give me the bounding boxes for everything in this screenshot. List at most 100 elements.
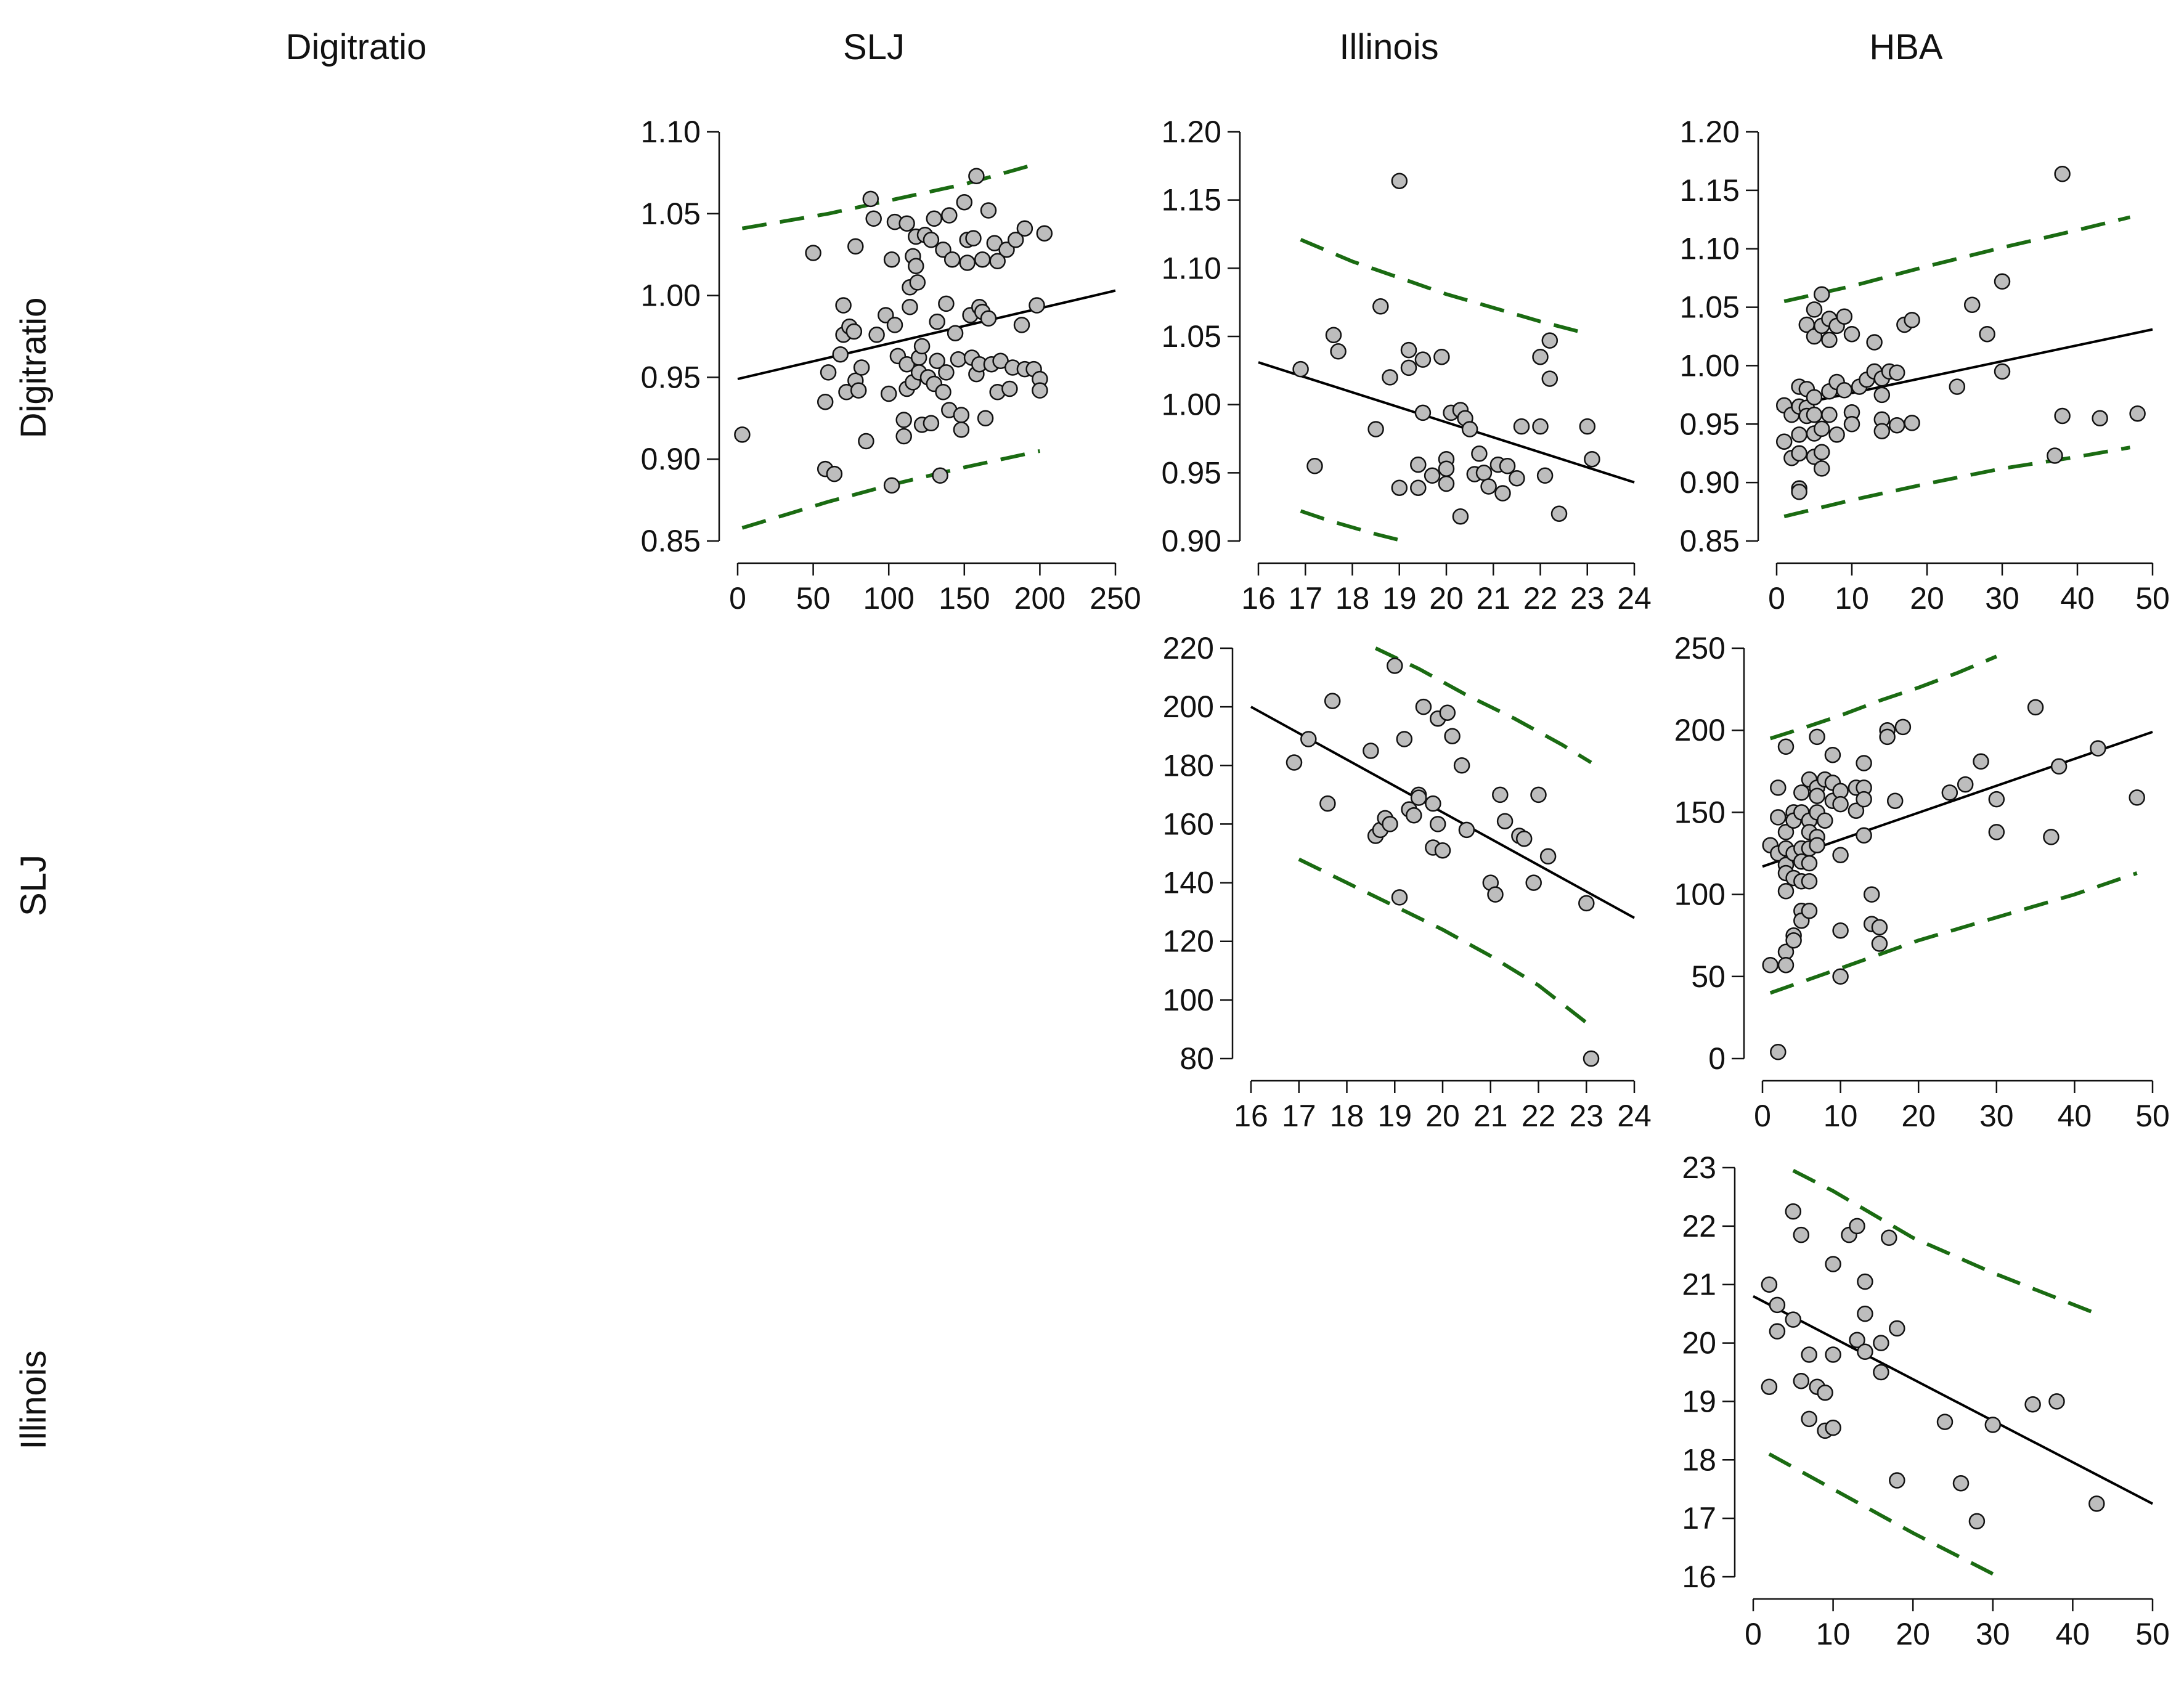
data-point bbox=[1994, 363, 2011, 380]
data-point bbox=[886, 317, 903, 333]
prediction-interval-lower bbox=[1300, 509, 1409, 545]
data-point bbox=[1857, 1273, 1873, 1290]
data-point bbox=[941, 207, 958, 224]
data-point bbox=[1487, 886, 1504, 903]
data-point bbox=[1843, 416, 1860, 433]
data-point bbox=[2048, 1393, 2065, 1410]
y-tick-label: 180 bbox=[1163, 748, 1214, 783]
data-point bbox=[1957, 776, 1974, 793]
y-tick-label: 120 bbox=[1163, 924, 1214, 959]
data-point bbox=[1761, 1378, 1778, 1395]
data-point bbox=[2090, 740, 2106, 757]
y-tick-label: 18 bbox=[1682, 1442, 1716, 1477]
data-point bbox=[1821, 406, 1838, 423]
data-point bbox=[1306, 458, 1323, 474]
data-point bbox=[1825, 1256, 1841, 1272]
data-point bbox=[1949, 378, 1966, 395]
data-point bbox=[853, 359, 870, 376]
x-tick-label: 23 bbox=[1569, 1099, 1603, 1133]
x-tick-label: 23 bbox=[1570, 581, 1605, 616]
data-point bbox=[1889, 1320, 1905, 1337]
data-point bbox=[2054, 407, 2071, 425]
data-point bbox=[1438, 460, 1455, 477]
data-point bbox=[932, 467, 948, 484]
data-point bbox=[845, 323, 863, 340]
data-point bbox=[1832, 922, 1849, 939]
y-tick-label: 0.95 bbox=[641, 360, 701, 394]
data-point bbox=[1319, 795, 1336, 812]
data-point bbox=[1292, 360, 1309, 378]
x-tick-label: 20 bbox=[1429, 581, 1464, 616]
data-point bbox=[1530, 786, 1547, 803]
data-point bbox=[1363, 742, 1379, 759]
x-tick-label: 16 bbox=[1234, 1099, 1268, 1133]
data-point bbox=[1777, 824, 1795, 840]
data-point bbox=[1984, 1417, 2002, 1433]
data-point bbox=[1849, 1332, 1865, 1349]
panel-digitratio-vs-slj: 0.85 0.90 0.95 1.00 1.05 1.10 0 50 100 150 200 250 bbox=[641, 115, 1141, 616]
x-tick-label: 20 bbox=[1896, 1617, 1930, 1651]
data-point bbox=[1888, 364, 1905, 381]
y-tick-label: 0 bbox=[1708, 1041, 1726, 1076]
data-point bbox=[1888, 417, 1905, 434]
data-point bbox=[1806, 301, 1823, 318]
data-point bbox=[1410, 456, 1427, 473]
x-tick-label: 30 bbox=[1985, 581, 2019, 616]
data-point bbox=[953, 421, 970, 438]
data-point bbox=[1387, 657, 1403, 674]
data-point bbox=[1770, 809, 1787, 826]
data-point bbox=[1832, 795, 1849, 813]
data-point bbox=[929, 352, 945, 370]
data-point bbox=[1414, 404, 1432, 421]
data-point bbox=[956, 193, 973, 211]
data-point bbox=[1904, 415, 1920, 431]
data-point bbox=[2054, 166, 2071, 182]
data-point bbox=[923, 415, 940, 432]
column-header-hba: HBA bbox=[1869, 27, 1943, 67]
data-point bbox=[1889, 1472, 1905, 1489]
y-tick-label: 200 bbox=[1674, 713, 1726, 747]
x-tick-label: 20 bbox=[1425, 1099, 1460, 1133]
data-point bbox=[1904, 312, 1920, 328]
panel-digitratio-vs-illinois: 0.90 0.95 1.00 1.05 1.10 1.15 1.20 16 17 18 19 20 21… bbox=[1162, 115, 1652, 616]
data-point bbox=[1036, 225, 1053, 242]
regression-line bbox=[737, 289, 1116, 381]
prediction-interval-lower bbox=[1298, 857, 1592, 1028]
data-point bbox=[1813, 286, 1830, 303]
row-header-illinois: Illinois bbox=[14, 1350, 54, 1449]
data-point bbox=[1813, 444, 1830, 461]
data-point bbox=[2050, 758, 2068, 775]
data-point bbox=[980, 202, 997, 219]
x-tick-label: 19 bbox=[1382, 581, 1417, 616]
data-point bbox=[1806, 389, 1823, 405]
data-point bbox=[1979, 325, 1995, 343]
data-point bbox=[1828, 426, 1845, 443]
data-point bbox=[847, 238, 864, 255]
data-point bbox=[1941, 784, 1958, 801]
x-tick-label: 50 bbox=[2135, 581, 2170, 616]
data-point bbox=[974, 251, 991, 268]
data-point bbox=[1513, 418, 1530, 435]
data-point bbox=[1824, 746, 1841, 763]
x-tick-label: 19 bbox=[1377, 1099, 1412, 1133]
x-tick-label: 0 bbox=[1754, 1099, 1771, 1133]
data-point bbox=[1873, 423, 1891, 439]
data-point bbox=[1809, 837, 1825, 853]
data-point bbox=[1836, 382, 1853, 399]
data-point bbox=[1578, 895, 1595, 912]
data-point bbox=[909, 274, 926, 291]
y-tick-label: 250 bbox=[1674, 631, 1726, 665]
data-point bbox=[1541, 332, 1559, 349]
data-point bbox=[1324, 693, 1341, 709]
data-point bbox=[1286, 754, 1303, 771]
y-tick-label: 20 bbox=[1682, 1326, 1716, 1361]
data-point bbox=[1396, 731, 1413, 747]
data-point bbox=[1785, 1203, 1802, 1220]
data-point bbox=[1809, 728, 1825, 746]
data-point bbox=[929, 313, 945, 330]
data-point bbox=[1425, 795, 1441, 812]
panel-digitratio-vs-hba: 0.85 0.90 0.95 1.00 1.05 1.10 1.15 1.20 0 10 20 30 4… bbox=[1680, 115, 2170, 616]
data-point bbox=[1770, 779, 1787, 796]
